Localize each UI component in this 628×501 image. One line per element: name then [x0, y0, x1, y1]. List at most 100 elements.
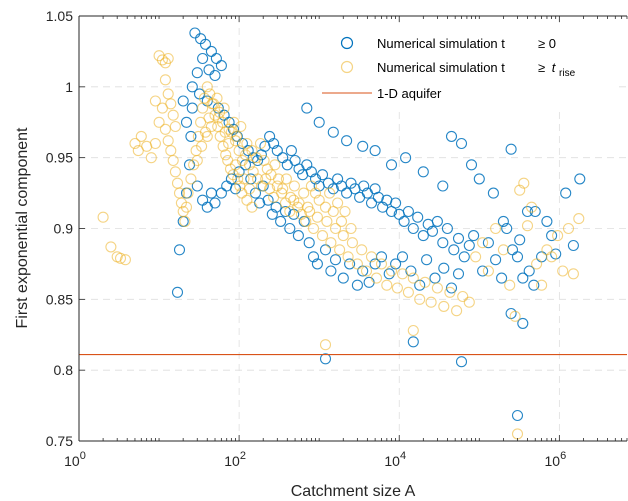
point-s1-148 — [369, 258, 381, 270]
point-s2-147 — [293, 197, 305, 209]
point-s1-85 — [497, 215, 509, 227]
point-s2-96 — [419, 276, 431, 288]
x-tick-base: 10 — [384, 453, 400, 469]
point-s2-33 — [180, 201, 193, 213]
point-s2-56 — [239, 149, 252, 161]
point-s1-37 — [316, 169, 329, 181]
point-s2-95 — [414, 293, 426, 305]
point-s1-166 — [506, 244, 519, 256]
point-s2-179 — [345, 222, 357, 235]
point-s2-94 — [407, 272, 419, 284]
point-s1-67 — [452, 232, 465, 244]
point-s2-20 — [149, 137, 161, 150]
point-s2-126 — [407, 324, 419, 337]
point-s2-1 — [105, 241, 117, 253]
point-s2-149 — [302, 201, 314, 213]
point-s2-26 — [167, 154, 179, 167]
x-tick-exp: 2 — [240, 450, 246, 462]
point-s1-153 — [405, 265, 417, 277]
point-s1-74 — [357, 140, 369, 152]
point-s1-138 — [307, 251, 320, 263]
point-s2-76 — [321, 215, 333, 227]
x-tick-labels: 100 102 104 106 — [64, 450, 566, 469]
y-tick-label-5: 1 — [65, 79, 73, 95]
point-s1-82 — [465, 159, 478, 171]
point-s2-151 — [196, 140, 208, 152]
point-s1-139 — [311, 258, 323, 270]
point-s1-165 — [501, 222, 513, 235]
point-s2-5 — [129, 137, 141, 150]
x-tick-base: 10 — [224, 453, 240, 469]
legend-marker-series2 — [340, 60, 354, 74]
point-s1-54 — [390, 197, 402, 209]
point-s2-87 — [370, 272, 383, 284]
point-s2-14 — [162, 52, 174, 65]
point-s1-63 — [431, 215, 443, 227]
point-s1-77 — [400, 152, 412, 164]
point-s1-163 — [490, 254, 502, 266]
point-s1-79 — [437, 180, 449, 192]
point-s2-105 — [477, 237, 489, 249]
legend-suffix-series2: ≥ t rise — [538, 60, 576, 79]
point-s2-110 — [509, 310, 521, 322]
point-s2-109 — [504, 279, 516, 291]
point-s2-155 — [211, 92, 223, 104]
point-s2-154 — [208, 98, 220, 110]
point-s2-86 — [365, 251, 378, 263]
point-s2-27 — [169, 166, 181, 178]
point-s1-155 — [421, 254, 433, 266]
point-s1-111 — [407, 336, 419, 348]
point-s1-143 — [337, 272, 349, 284]
point-s1-128 — [262, 194, 274, 206]
point-s2-65 — [276, 187, 288, 199]
point-s2-162 — [229, 159, 242, 171]
point-s2-48 — [217, 140, 229, 152]
point-s2-99 — [438, 300, 450, 312]
point-s2-85 — [360, 265, 373, 277]
legend-suffix-series1: ≥ 0 — [538, 36, 556, 51]
point-s2-156 — [214, 106, 226, 118]
point-s1-68 — [458, 251, 470, 263]
point-s2-118 — [546, 251, 558, 263]
point-s2-59 — [252, 173, 264, 185]
point-s2-108 — [497, 244, 509, 256]
point-s1-100 — [511, 409, 524, 422]
point-s1-18 — [236, 137, 248, 150]
point-s2-10 — [149, 95, 161, 107]
point-s1-57 — [402, 205, 414, 218]
point-s2-101 — [451, 305, 463, 317]
point-s2-146 — [288, 180, 300, 192]
y-tick-label-4: 0.95 — [46, 150, 73, 166]
point-s1-135 — [292, 230, 304, 242]
point-s1-167 — [514, 234, 526, 246]
point-s1-131 — [275, 215, 287, 227]
y-axis-label: First exponential component — [14, 127, 31, 329]
point-s2-21 — [153, 116, 165, 128]
point-s2-115 — [531, 258, 543, 270]
point-s1-64 — [437, 237, 449, 249]
x-tick-exp: 6 — [560, 450, 566, 462]
point-s1-65 — [441, 222, 453, 235]
point-s1-83 — [473, 173, 485, 185]
point-s2-166 — [238, 173, 250, 185]
y-tick-label-2: 0.85 — [46, 291, 73, 307]
point-s1-76 — [385, 159, 398, 171]
point-s2-120 — [557, 265, 569, 277]
point-s2-141 — [269, 159, 281, 171]
point-s2-132 — [229, 135, 242, 147]
point-s2-83 — [351, 258, 363, 270]
point-s2-133 — [235, 120, 247, 133]
point-s2-104 — [470, 251, 482, 263]
point-s2-50 — [223, 137, 235, 150]
point-s2-143 — [277, 183, 289, 195]
point-s1-110 — [319, 353, 332, 365]
point-s2-7 — [135, 130, 147, 142]
point-s2-78 — [329, 222, 342, 235]
point-s1-88 — [517, 272, 529, 284]
point-s2-145 — [285, 191, 297, 203]
point-s1-150 — [383, 268, 395, 280]
point-s1-161 — [477, 265, 489, 277]
series-simulation-trise — [97, 50, 585, 440]
point-s1-112 — [455, 356, 468, 368]
point-s1-46 — [358, 180, 370, 192]
